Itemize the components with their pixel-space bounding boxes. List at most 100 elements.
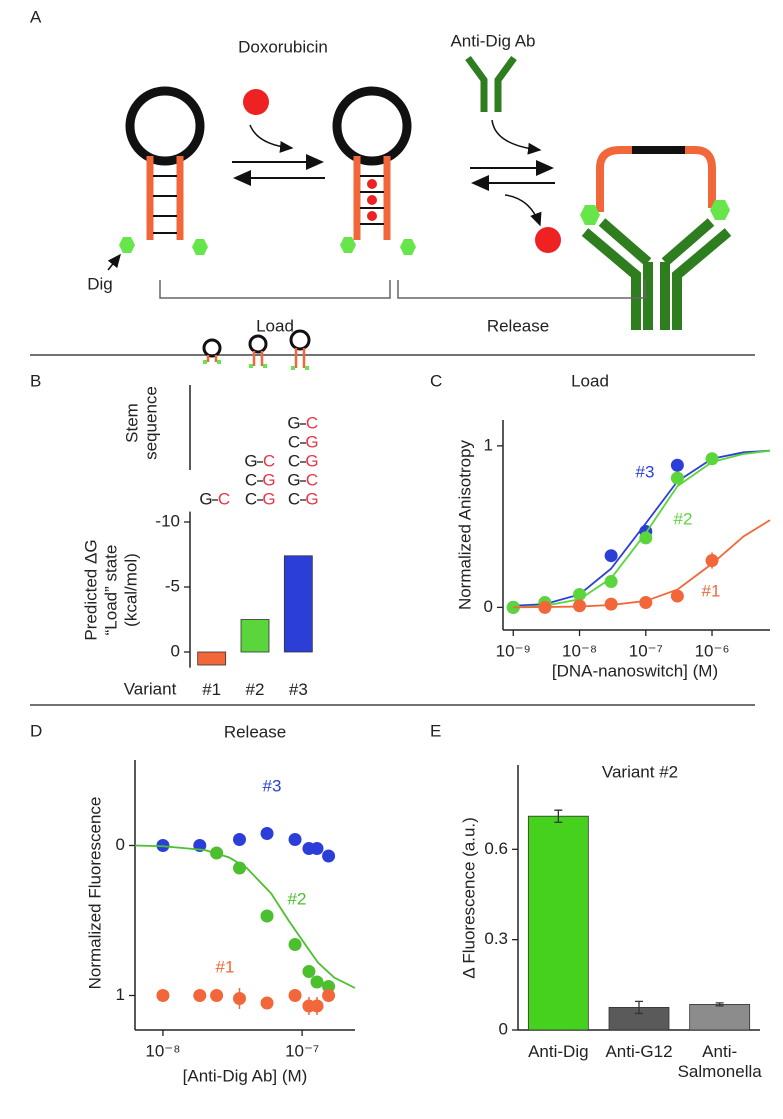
point bbox=[639, 531, 653, 545]
point bbox=[573, 587, 587, 601]
point bbox=[322, 849, 336, 863]
panel-label: E bbox=[430, 721, 441, 740]
stem-icons bbox=[202, 329, 311, 370]
bracket bbox=[159, 280, 646, 299]
error-bar bbox=[554, 809, 563, 823]
base: G bbox=[262, 470, 275, 489]
x-tick-label: #2 bbox=[245, 680, 265, 699]
bar bbox=[197, 651, 227, 666]
series-label: #3 bbox=[263, 776, 282, 795]
bar bbox=[689, 1004, 751, 1031]
arrow bbox=[504, 194, 542, 227]
dig bbox=[340, 237, 356, 253]
panel-label: A bbox=[30, 7, 42, 26]
axis-label: Stem bbox=[122, 403, 141, 443]
base: C bbox=[245, 489, 257, 508]
loop bbox=[332, 86, 412, 166]
point bbox=[302, 965, 316, 978]
base: C bbox=[288, 432, 300, 451]
antibody bbox=[643, 262, 670, 330]
base: G bbox=[262, 489, 275, 508]
y-tick-label: 0 bbox=[499, 1019, 508, 1038]
y-tick-label: 0.6 bbox=[484, 839, 508, 858]
dig bbox=[710, 200, 730, 220]
arrow bbox=[249, 124, 294, 153]
point bbox=[232, 861, 246, 875]
base: C bbox=[288, 451, 300, 470]
base: C bbox=[288, 489, 300, 508]
label: Anti-Dig Ab bbox=[450, 31, 535, 50]
y-tick-label: 0 bbox=[171, 641, 180, 660]
x-tick-label: 10⁻⁶ bbox=[695, 641, 730, 660]
point bbox=[670, 589, 684, 603]
point bbox=[288, 989, 302, 1002]
axis-label: sequence bbox=[141, 386, 160, 460]
x-tick-label: 10⁻⁷ bbox=[629, 641, 663, 660]
dig bbox=[580, 205, 600, 225]
series-label: #1 bbox=[216, 957, 235, 976]
point bbox=[193, 989, 207, 1002]
point bbox=[210, 846, 224, 860]
drug bbox=[367, 179, 377, 189]
y-axis-label: “Load” state bbox=[101, 545, 120, 636]
y-tick-label: 0 bbox=[484, 597, 493, 616]
series-label: #2 bbox=[674, 509, 693, 528]
x-tick-label: 10⁻⁹ bbox=[496, 641, 531, 660]
bar bbox=[283, 555, 313, 653]
base: C bbox=[245, 470, 257, 489]
y-axis-label: (kcal/mol) bbox=[121, 553, 140, 627]
panel-label: B bbox=[30, 371, 41, 390]
x-axis-label: [Anti-Dig Ab] (M) bbox=[183, 1066, 308, 1085]
y-axis-label: Normalized Anisotropy bbox=[455, 439, 474, 610]
error-bar bbox=[635, 1000, 643, 1015]
point bbox=[639, 596, 653, 610]
point bbox=[310, 999, 324, 1013]
chart-title: Variant #2 bbox=[602, 762, 678, 781]
point bbox=[604, 597, 618, 611]
panel-label: C bbox=[430, 371, 442, 390]
base: C bbox=[306, 470, 318, 489]
label: Doxorubicin bbox=[238, 37, 328, 56]
y-axis-label: Normalized Fluorescence bbox=[85, 797, 104, 990]
series-label: #1 bbox=[702, 581, 721, 600]
base: G bbox=[305, 489, 318, 508]
base: G bbox=[244, 451, 257, 470]
point bbox=[210, 989, 224, 1002]
point bbox=[260, 827, 274, 840]
chart-title: Load bbox=[571, 371, 609, 390]
point bbox=[604, 549, 618, 563]
x-tick-label: 10⁻⁷ bbox=[285, 1041, 319, 1060]
fit-line bbox=[134, 844, 356, 989]
point bbox=[232, 833, 246, 846]
bar bbox=[527, 815, 589, 1031]
antibody bbox=[465, 55, 517, 112]
x-tick-label: #1 bbox=[202, 680, 222, 699]
x-axis-label: Variant bbox=[124, 679, 177, 698]
strand bbox=[596, 146, 632, 212]
x-tick-label: Anti-Dig bbox=[528, 1042, 589, 1061]
base: G bbox=[305, 451, 318, 470]
y-tick-label: 0.3 bbox=[484, 929, 508, 948]
label: Load bbox=[256, 316, 294, 335]
y-tick-label: 1 bbox=[116, 985, 125, 1004]
strand bbox=[685, 146, 716, 208]
point bbox=[322, 989, 336, 1002]
point bbox=[260, 909, 274, 923]
point bbox=[310, 842, 324, 855]
drug bbox=[535, 227, 561, 253]
panel-label: D bbox=[30, 721, 42, 740]
rungs bbox=[153, 175, 177, 234]
x-tick-label: 10⁻⁸ bbox=[145, 1041, 180, 1060]
y-axis-label: Δ Fluorescence (a.u.) bbox=[459, 817, 478, 979]
y-tick-label: 0 bbox=[116, 835, 125, 854]
base: G bbox=[305, 432, 318, 451]
point bbox=[260, 996, 274, 1010]
base: C bbox=[218, 489, 230, 508]
base: C bbox=[306, 413, 318, 432]
error-bar bbox=[715, 1002, 724, 1007]
point bbox=[288, 938, 302, 951]
y-tick-label: -10 bbox=[155, 511, 180, 530]
rungs bbox=[360, 175, 384, 225]
